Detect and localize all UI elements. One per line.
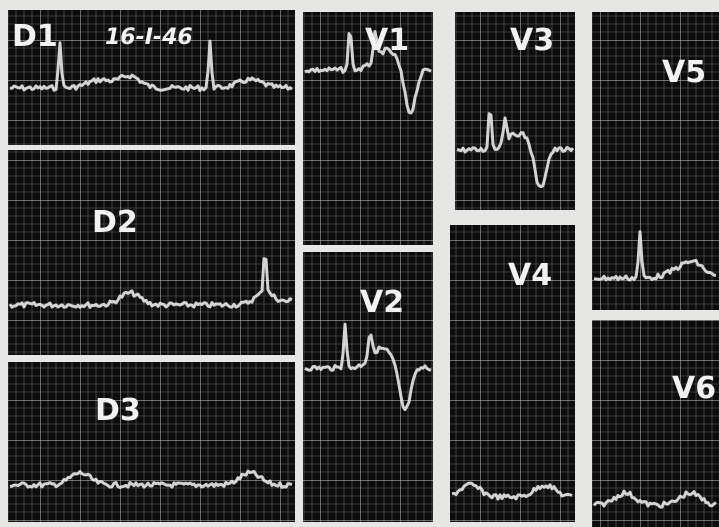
lead-label: V2 — [360, 285, 404, 320]
lead-label: V5 — [662, 55, 706, 90]
lead-label: V1 — [365, 23, 409, 58]
panels — [8, 10, 719, 527]
lead-label: V4 — [508, 258, 552, 293]
date-label: 16-I-46 — [105, 25, 193, 50]
lead-label: V6 — [672, 371, 716, 406]
lead-label: D2 — [92, 205, 138, 240]
lead-label: D3 — [95, 393, 141, 428]
panel-grid — [8, 150, 295, 355]
lead-label: V3 — [510, 23, 554, 58]
lead-label: D1 — [12, 19, 58, 54]
panel-grid — [8, 362, 295, 522]
ecg-photo: D1 16-I-46 D2 D3 V1 V2 V3 V4 V5 V6 — [0, 0, 719, 527]
